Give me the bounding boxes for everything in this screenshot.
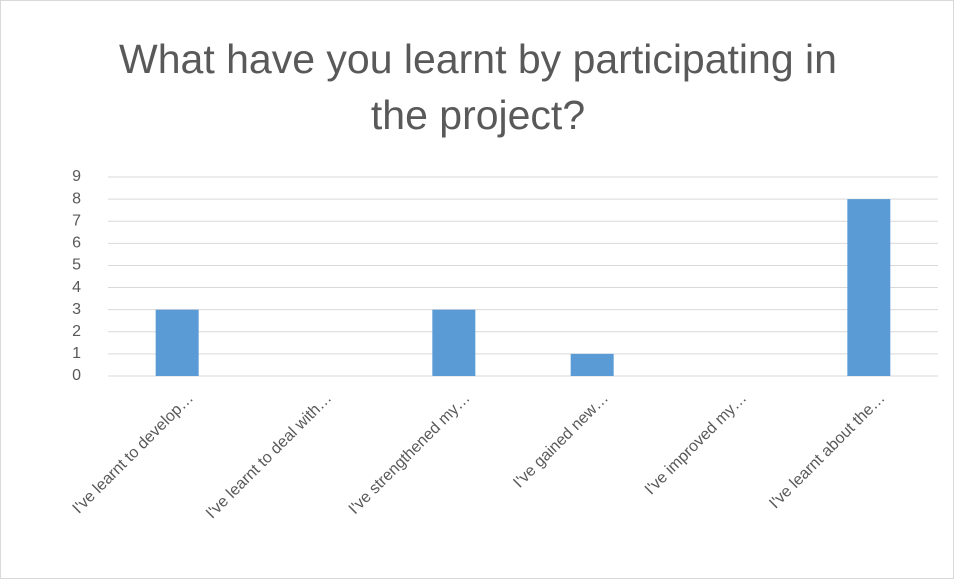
bar [570,353,614,376]
x-tick-label: I've improved my… [642,390,750,498]
x-tick-label: I've learnt to develop… [70,390,197,517]
y-tick-label: 3 [72,301,81,318]
x-tick-label: I've learnt about the… [766,390,888,512]
y-tick-label: 2 [72,323,81,340]
y-tick-label: 9 [72,168,81,185]
bar [432,309,476,376]
y-tick-label: 4 [72,279,81,296]
x-tick-label: I've gained new… [510,390,612,492]
y-tick-label: 6 [72,235,81,252]
bar [847,199,891,376]
bar [155,309,199,376]
y-tick-label: 1 [72,345,81,362]
y-tick-label: 7 [72,212,81,229]
x-tick-label: I've strengthened my… [346,390,474,518]
y-tick-label: 8 [72,190,81,207]
chart-title: What have you learnt by participating in… [119,36,837,138]
x-tick-label: I've learnt to deal with… [203,390,335,522]
y-tick-label: 5 [72,257,81,274]
y-tick-label: 0 [72,367,81,384]
